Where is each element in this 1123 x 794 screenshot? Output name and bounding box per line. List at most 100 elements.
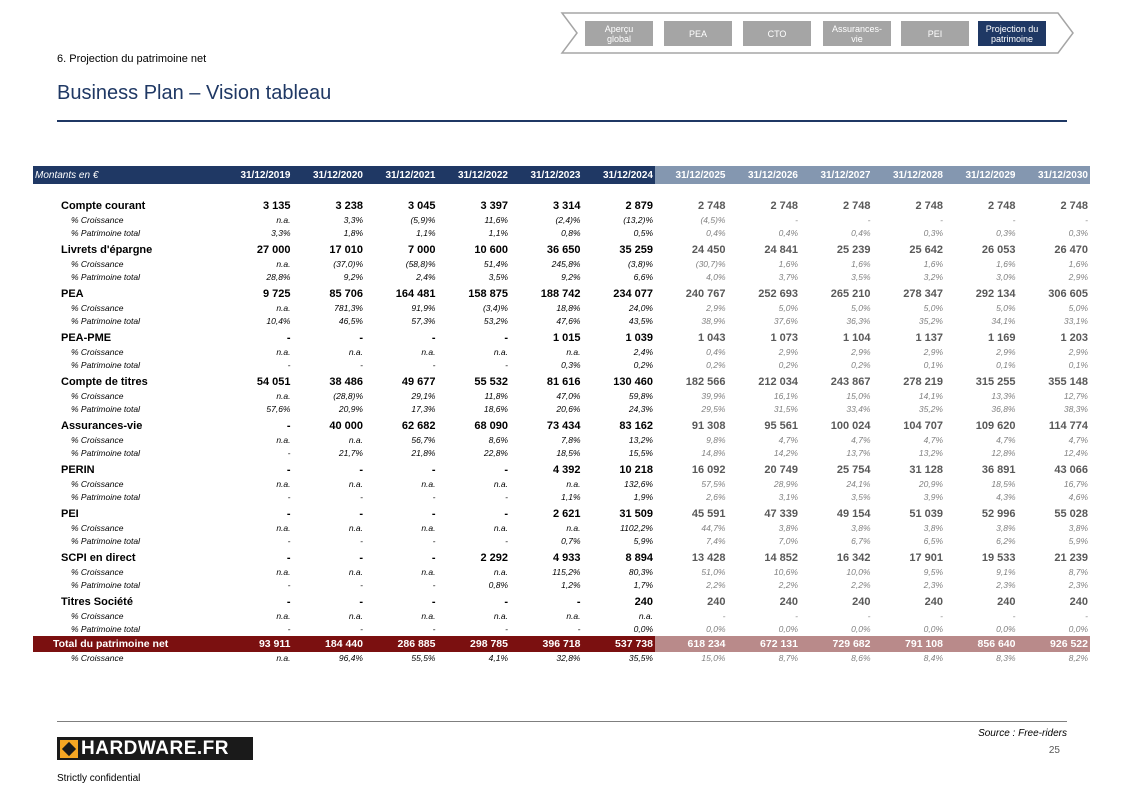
- growth-cell: -: [795, 215, 798, 225]
- growth-cell: n.a.: [276, 611, 291, 621]
- nav-tab-3[interactable]: CTO: [743, 21, 811, 46]
- share-cell: 7,4%: [706, 536, 726, 546]
- value-cell: 3 135: [262, 200, 291, 212]
- share-cell: 43,5%: [628, 316, 653, 326]
- value-cell: 38 486: [329, 376, 363, 388]
- nav-tab-4[interactable]: Assurances- vie: [823, 21, 891, 46]
- source-note: Source : Free-riders: [978, 728, 1067, 739]
- share-cell: -: [287, 624, 291, 634]
- value-cell: 55 028: [1054, 508, 1088, 520]
- table-row: % Patrimoine total 57,6% 20,9% 17,3% 18,6% 20…: [33, 402, 1090, 416]
- row-label: PEA-PME: [61, 332, 112, 344]
- table-row: % Patrimoine total - - - - 0,7% 5,9% 7,4% 7,0% 6,…: [33, 534, 1090, 548]
- growth-cell: n.a.: [276, 479, 291, 489]
- growth-cell: 3,8%: [923, 523, 943, 533]
- row-label: % Patrimoine total: [71, 316, 140, 326]
- value-cell: 24 450: [691, 244, 726, 256]
- growth-cell: 1,6%: [1068, 259, 1088, 269]
- nav-tab-6[interactable]: Projection du patrimoine: [978, 21, 1046, 46]
- value-cell: 43 066: [1054, 464, 1088, 476]
- share-cell: 10,4%: [266, 316, 291, 326]
- share-cell: 1,7%: [633, 580, 653, 590]
- growth-cell: n.a.: [493, 611, 508, 621]
- growth-cell: n.a.: [348, 523, 363, 533]
- value-cell: -: [286, 420, 291, 432]
- share-cell: 0,3%: [1068, 228, 1088, 238]
- growth-cell: 4,7%: [996, 435, 1016, 445]
- share-cell: 2,3%: [996, 580, 1016, 590]
- value-cell: 355 148: [1048, 376, 1088, 388]
- column-header: 31/12/2026: [727, 166, 800, 184]
- section-label: 6. Projection du patrimoine net: [57, 53, 207, 65]
- growth-cell: 5,0%: [1068, 303, 1088, 313]
- growth-cell: n.a.: [566, 611, 581, 621]
- value-cell: -: [576, 596, 581, 608]
- row-label: Compte courant: [61, 200, 146, 212]
- value-cell: 68 090: [474, 420, 508, 432]
- growth-cell: n.a.: [566, 479, 581, 489]
- value-cell: 240: [852, 596, 871, 608]
- value-cell: 25 239: [836, 244, 871, 256]
- nav-tab-2[interactable]: PEA: [664, 21, 732, 46]
- column-header: 31/12/2022: [437, 166, 510, 184]
- value-cell: -: [286, 464, 291, 476]
- share-cell: 0,4%: [706, 228, 726, 238]
- value-cell: -: [286, 552, 291, 564]
- growth-cell: -: [1012, 611, 1016, 621]
- share-cell: 12,4%: [1063, 448, 1088, 458]
- value-cell: 3 045: [407, 200, 436, 212]
- total-cell: 298 785: [437, 636, 510, 652]
- table-row: PERIN - - - - 4 392 10 218 16 092 20 749 25 754 31…: [33, 460, 1090, 478]
- share-cell: 0,1%: [1068, 360, 1088, 370]
- table-header-row: Montants en €31/12/2019 31/12/2020 31/12/2…: [33, 166, 1090, 184]
- share-cell: 2,2%: [706, 580, 726, 590]
- hardware-logo: HARDWARE.FR: [57, 737, 253, 760]
- growth-cell: 5,0%: [996, 303, 1016, 313]
- nav-tab-1[interactable]: Aperçu global: [585, 21, 653, 46]
- value-cell: 25 754: [836, 464, 871, 476]
- growth-cell: 11,6%: [484, 215, 508, 225]
- share-cell: 2,2%: [778, 580, 798, 590]
- value-cell: 109 620: [975, 420, 1016, 432]
- share-cell: 0,1%: [996, 360, 1016, 370]
- share-cell: 3,3%: [271, 228, 291, 238]
- share-cell: 0,0%: [633, 624, 653, 634]
- growth-cell: 1,6%: [778, 259, 798, 269]
- value-cell: 243 867: [830, 376, 871, 388]
- growth-cell: 2,9%: [706, 303, 726, 313]
- growth-cell: 2,9%: [996, 347, 1016, 357]
- value-cell: 10 600: [474, 244, 508, 256]
- value-cell: 182 566: [685, 376, 726, 388]
- share-cell: 12,8%: [991, 448, 1016, 458]
- growth-cell: 132,6%: [624, 479, 653, 489]
- value-cell: 1 104: [842, 332, 871, 344]
- growth-cell: 18,8%: [556, 303, 581, 313]
- growth-cell: 96,4%: [338, 653, 363, 663]
- value-cell: 240: [1069, 596, 1088, 608]
- share-cell: 21,7%: [338, 448, 363, 458]
- value-cell: 114 774: [1048, 420, 1088, 432]
- growth-cell: n.a.: [348, 479, 363, 489]
- growth-cell: n.a.: [638, 611, 653, 621]
- row-label: % Patrimoine total: [71, 624, 140, 634]
- share-cell: 5,9%: [1068, 536, 1088, 546]
- growth-cell: (58,8)%: [405, 259, 436, 269]
- share-cell: 1,1%: [561, 492, 581, 502]
- share-cell: -: [360, 492, 363, 502]
- share-cell: 1,2%: [561, 580, 581, 590]
- share-cell: -: [360, 580, 363, 590]
- nav-tab-5[interactable]: PEI: [901, 21, 969, 46]
- table-row: % Patrimoine total - - - 0,8% 1,2% 1,7% 2,2% 2,2…: [33, 578, 1090, 592]
- share-cell: 57,3%: [411, 316, 436, 326]
- growth-cell: 2,9%: [1068, 347, 1088, 357]
- growth-cell: 59,8%: [628, 391, 653, 401]
- table-row: % Croissance n.a. n.a. n.a. n.a. n.a. n.a. - - - -…: [33, 610, 1090, 622]
- value-cell: 3 397: [480, 200, 508, 212]
- share-cell: 38,3%: [1063, 404, 1088, 414]
- table-row: Compte courant 3 135 3 238 3 045 3 397 3 314 2…: [33, 196, 1090, 214]
- value-cell: -: [431, 332, 436, 344]
- table-row: % Croissance n.a. n.a. n.a. n.a. n.a. 1102,2% 4…: [33, 522, 1090, 534]
- corner-label: Montants en €: [33, 166, 220, 184]
- table-row: % Croissance n.a. n.a. n.a. n.a. 115,2% 80,3% 5…: [33, 566, 1090, 578]
- growth-cell: n.a.: [348, 435, 363, 445]
